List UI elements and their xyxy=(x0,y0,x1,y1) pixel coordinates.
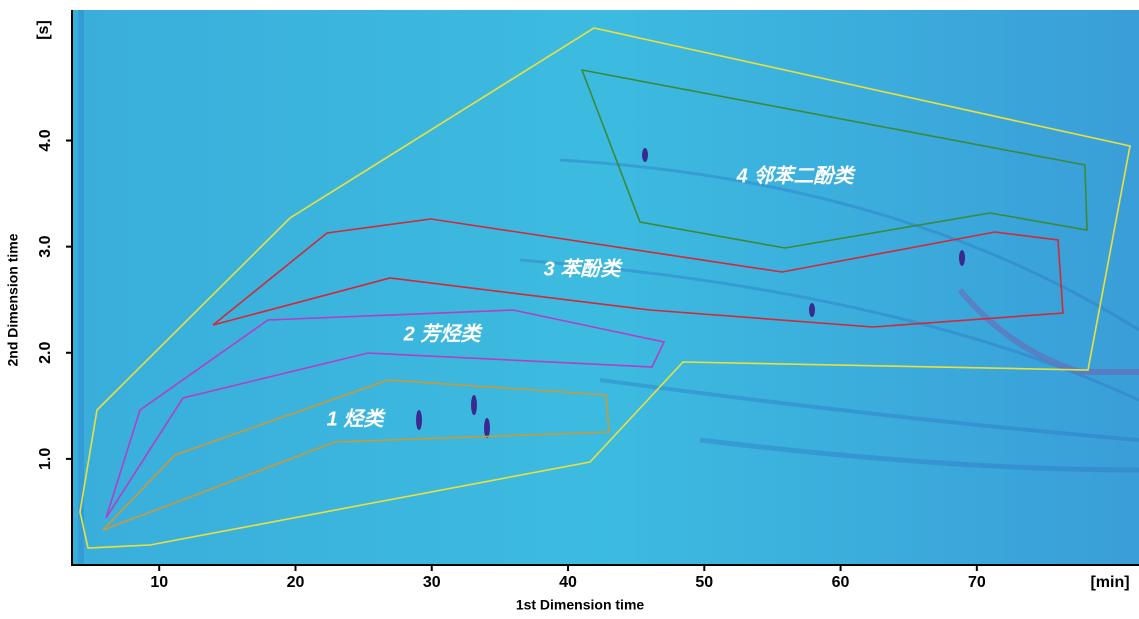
y-tick-label: 2.0 xyxy=(37,342,54,364)
y-tick-label: 4.0 xyxy=(37,129,54,151)
region-label: 1 烃类 xyxy=(327,407,387,430)
chart: 1 烃类 2 芳烃类 3 苯酚类 4 邻苯二酚类 1st Dimension t… xyxy=(0,0,1139,614)
x-tick-label: 50 xyxy=(695,574,713,591)
x-tick-label: 60 xyxy=(832,574,850,591)
y-axis-title: 2nd Dimension time xyxy=(5,233,21,366)
x-tick-label: 40 xyxy=(559,574,577,591)
region-label: 4 邻苯二酚类 xyxy=(736,164,857,187)
x-tick-label: 30 xyxy=(423,574,441,591)
y-tick-label: 3.0 xyxy=(37,235,54,257)
region-label: 3 苯酚类 xyxy=(544,257,624,280)
region-label: 2 芳烃类 xyxy=(403,322,484,345)
y-unit: [s] xyxy=(35,20,52,40)
x-tick-label: 20 xyxy=(287,574,305,591)
x-axis-title: 1st Dimension time xyxy=(516,597,645,613)
x-tick-label: 70 xyxy=(968,574,986,591)
x-tick-label: 10 xyxy=(150,574,168,591)
x-unit: [min] xyxy=(1090,574,1129,591)
y-tick-label: 1.0 xyxy=(37,448,54,470)
